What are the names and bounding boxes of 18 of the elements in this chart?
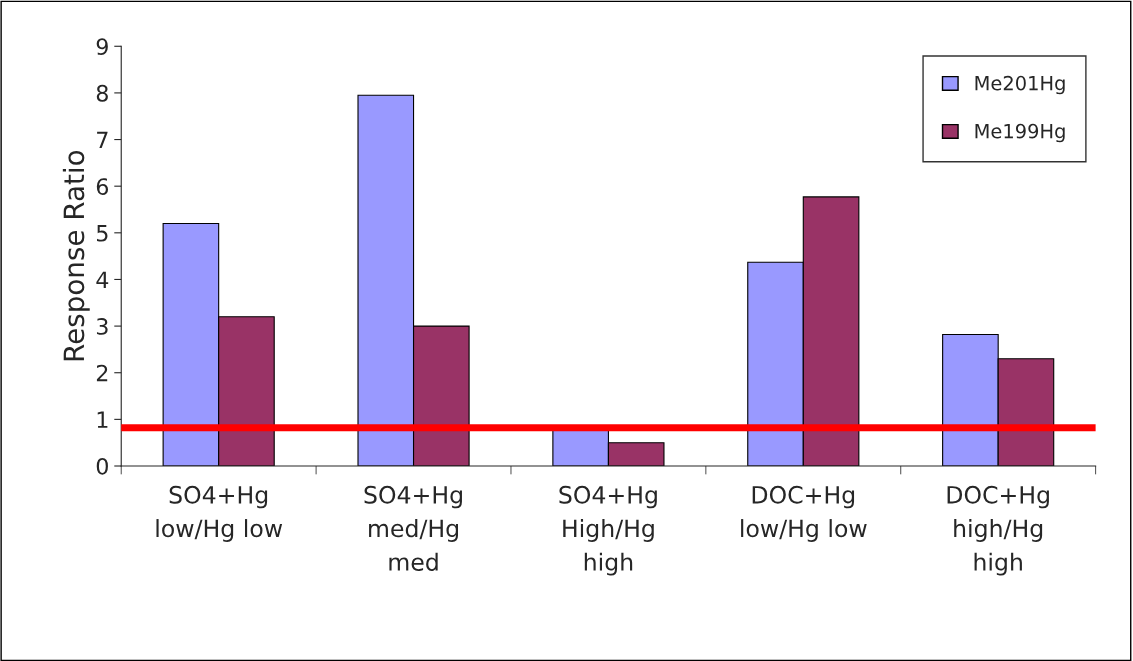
x-tick-label: SO4+Hg low/Hg low — [156, 485, 283, 542]
x-tick-label: DOC+Hg low/Hg low — [741, 485, 867, 542]
y-axis-title: Response Ratio — [62, 150, 90, 361]
x-tick-label: SO4+Hg med/Hg med — [364, 485, 462, 571]
y-tick-label: 4 — [96, 271, 109, 288]
y-tick-label: 3 — [96, 318, 108, 335]
x-tick-label: DOC+Hg high/Hg high — [947, 485, 1049, 576]
y-tick-label: 2 — [96, 364, 108, 382]
y-tick-label: 0 — [96, 457, 108, 475]
x-tick-label: SO4+Hg High/Hg high — [559, 485, 657, 576]
y-tick-label: 5 — [97, 225, 108, 242]
y-tick-label: 9 — [96, 38, 108, 56]
y-tick-label: 1 — [97, 411, 108, 428]
legend-label: Me201Hg — [975, 75, 1065, 95]
legend-label: Me199Hg — [975, 123, 1065, 143]
y-tick-label: 8 — [96, 84, 108, 102]
y-tick-label: 7 — [97, 131, 108, 148]
y-tick-label: 6 — [96, 178, 109, 195]
